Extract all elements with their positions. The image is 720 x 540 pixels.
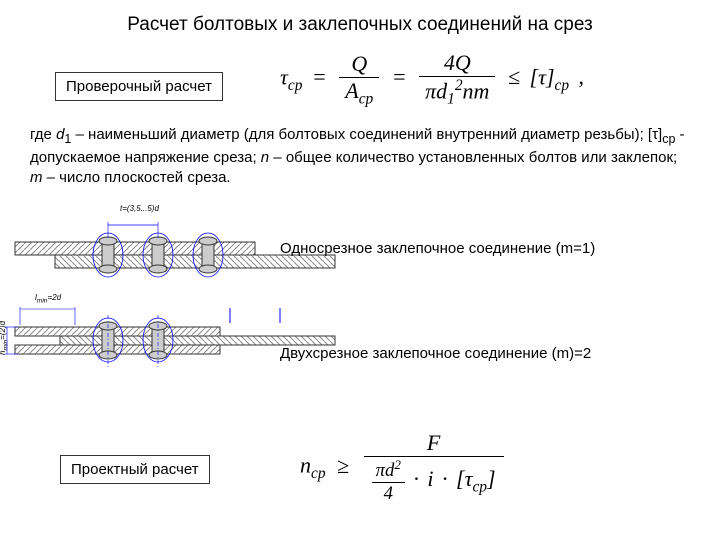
formula-design: ncp ≥ F πd24 · i · [τcp] [300,430,507,505]
page-title: Расчет болтовых и заклепочных соединений… [0,0,720,44]
dim-lmin: lmin=2d [35,293,61,305]
design-calc-box: Проектный расчет [60,455,210,484]
dim-t: t=(3,5...5)d [120,204,159,213]
check-calc-box: Проверочный расчет [55,72,223,101]
double-shear-label: Двухсрезное заклепочное соединение (m)=2 [280,345,591,362]
formula-shear-stress: τcp = QAcp = 4Qπd12nm ≤ [τ]cp , [280,50,584,109]
description-text: где d1 – наименьший диаметр (для болтовы… [30,125,690,188]
single-shear-label: Односрезное заклепочное соединение (m=1) [280,240,595,257]
